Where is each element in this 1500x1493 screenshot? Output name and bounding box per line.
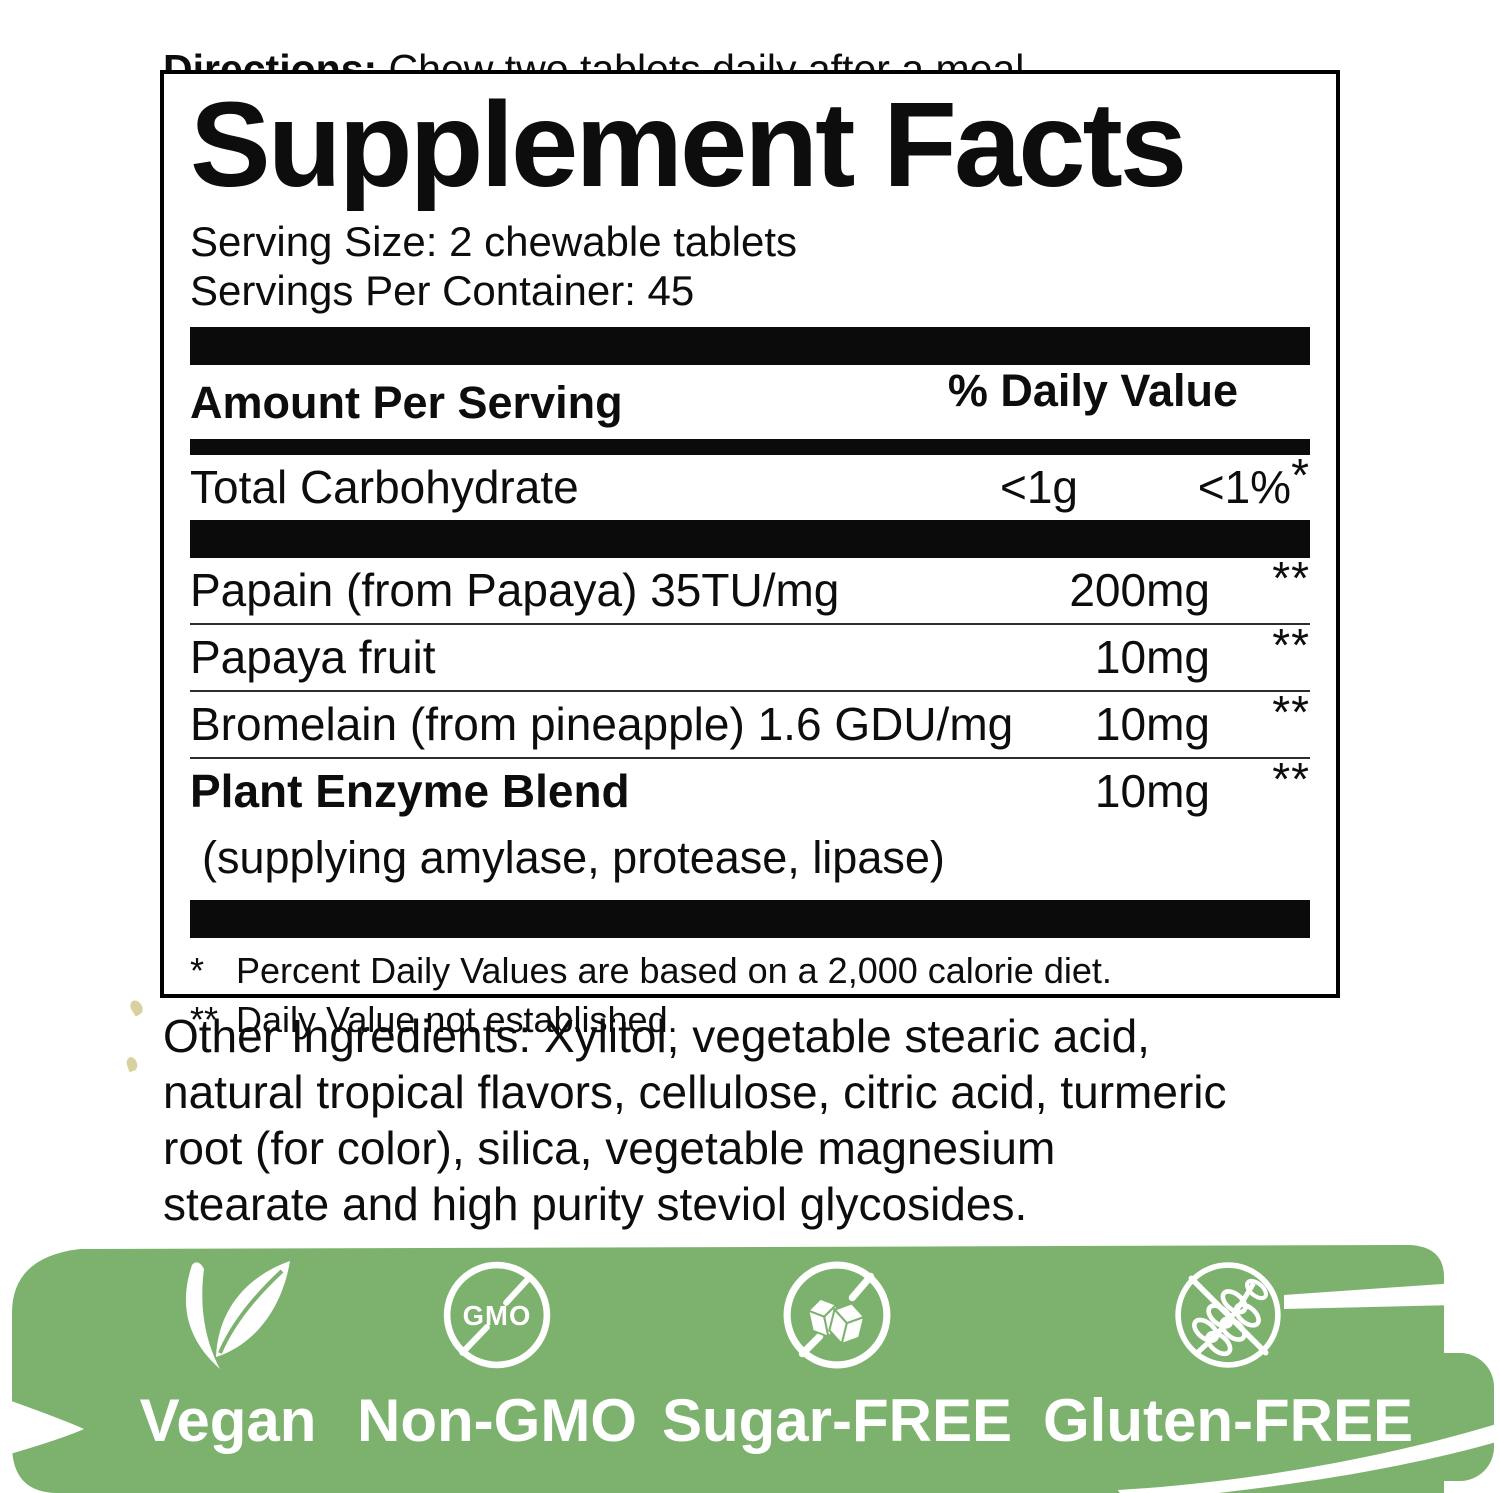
nutrient-amount: 10mg (1094, 764, 1210, 817)
supplement-facts-panel: Supplement Facts Serving Size: 2 chewabl… (160, 70, 1340, 1040)
nutrient-daily-value: ** (1272, 619, 1310, 672)
nutrient-daily-value: ** (1272, 552, 1310, 605)
badge-band: Vegan GMO Non-GMO Suga (0, 1243, 1500, 1493)
vegan-leaf-icon (185, 1261, 290, 1369)
table-row-plant-enzyme-blend: Plant Enzyme Blend 10mg ** (190, 753, 1310, 824)
non-gmo-icon: GMO (443, 1261, 551, 1369)
badge-vegan: Vegan (48, 1259, 408, 1451)
footnotes: * Percent Daily Values are based on a 2,… (190, 938, 1310, 1044)
nutrient-name: Bromelain (from pineapple) 1.6 GDU/mg (190, 697, 1014, 750)
table-row-bromelain: Bromelain (from pineapple) 1.6 GDU/mg 10… (190, 686, 1310, 757)
panel-title: Supplement Facts (190, 76, 1187, 212)
serving-size: Serving Size: 2 chewable tablets (190, 217, 798, 265)
badge-sugar-free: Sugar-FREE (657, 1259, 1017, 1451)
badge-label: Vegan (139, 1387, 317, 1454)
divider-bar-thick (190, 899, 1310, 938)
nutrient-amount: <1g (999, 461, 1078, 514)
badge-label: Gluten-FREE (1043, 1387, 1413, 1454)
amount-per-serving-header: Amount Per Serving (190, 377, 623, 429)
table-row-papaya-fruit: Papaya fruit 10mg ** (190, 619, 1310, 690)
column-header-row: Amount Per Serving % Daily Value (190, 365, 1310, 439)
blend-note: (supplying amylase, protease, lipase) (202, 831, 945, 883)
nutrient-name: Plant Enzyme Blend (190, 764, 630, 817)
brush-stroke-background (0, 1245, 1500, 1493)
sugar-free-icon (783, 1261, 891, 1369)
daily-value-header: % Daily Value (947, 365, 1238, 417)
footnote-not-established: ** Daily Value not established. (190, 998, 678, 1040)
nutrient-daily-value: <1%* (1197, 449, 1310, 514)
paint-fleck (125, 1055, 139, 1073)
divider-bar-medium (190, 439, 1310, 456)
nutrient-amount: 10mg (1094, 631, 1210, 684)
nutrient-name: Papain (from Papaya) 35TU/mg (190, 564, 840, 617)
gluten-free-icon (1175, 1262, 1281, 1368)
badge-non-gmo: GMO Non-GMO (317, 1259, 677, 1451)
divider-bar-thick (190, 520, 1310, 559)
nutrient-name: Papaya fruit (190, 631, 436, 684)
nutrient-amount: 10mg (1094, 697, 1210, 750)
nutrient-daily-value: ** (1272, 752, 1310, 805)
gmo-icon-text: GMO (463, 1300, 532, 1331)
footnote-daily-values: * Percent Daily Values are based on a 2,… (190, 949, 1112, 991)
nutrient-name: Total Carbohydrate (190, 461, 579, 514)
nutrient-amount: 200mg (1069, 564, 1210, 617)
badge-label: Sugar-FREE (661, 1387, 1013, 1454)
divider-bar-thick (190, 327, 1310, 366)
other-ingredients: Other Ingredients: Xylitol, vegetable st… (163, 1010, 1227, 1231)
table-row-papain: Papain (from Papaya) 35TU/mg 200mg ** (190, 552, 1310, 623)
badge-label: Non-GMO (357, 1387, 637, 1454)
paint-fleck (127, 998, 146, 1017)
servings-per-container: Servings Per Container: 45 (190, 266, 695, 314)
table-row-total-carbohydrate: Total Carbohydrate <1g <1%* (190, 449, 1310, 520)
badge-gluten-free: Gluten-FREE (1043, 1259, 1413, 1451)
nutrient-daily-value: ** (1272, 685, 1310, 738)
